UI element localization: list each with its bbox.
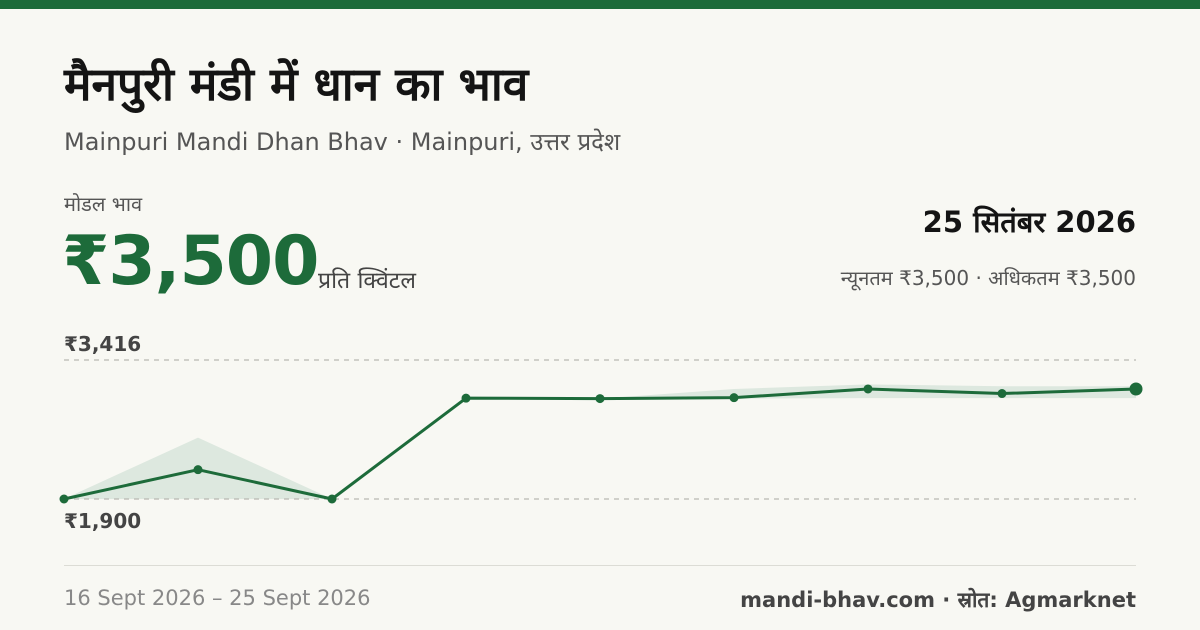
price-band-layer: [64, 384, 1136, 499]
modal-price-label: मोडल भाव: [64, 192, 143, 216]
reference-lines-layer: ₹3,416 ₹1,900: [64, 332, 1136, 533]
price-point: [595, 394, 605, 404]
price-chart: ₹3,416 ₹1,900: [59, 332, 1143, 533]
price-point: [461, 393, 471, 403]
min-max-band: [64, 384, 1136, 499]
footer-divider: [64, 565, 1136, 566]
reference-line-label: ₹3,416: [64, 332, 141, 356]
price-range: न्यूनतम ₹3,500 · अधिकतम ₹3,500: [841, 264, 1136, 291]
price-unit: प्रति क्विंटल: [318, 268, 416, 294]
price-point: [327, 494, 337, 504]
price-point: [193, 465, 203, 475]
date-range: 16 Sept 2026 – 25 Sept 2026: [64, 586, 371, 610]
price-point: [59, 494, 69, 504]
price-point: [1129, 382, 1143, 396]
min-price: न्यूनतम ₹3,500: [840, 266, 970, 290]
price-point: [863, 384, 873, 394]
top-accent-bar: [0, 0, 1200, 9]
reference-line-label: ₹1,900: [64, 509, 141, 533]
modal-price-value: ₹3,500: [62, 222, 319, 301]
page-title: मैनपुरी मंडी में धान का भाव: [64, 57, 529, 111]
price-point: [729, 393, 739, 403]
price-point: [997, 389, 1007, 399]
price-date: 25 सितंबर 2026: [922, 205, 1136, 239]
source-credit: mandi-bhav.com · स्रोत: Agmarknet: [740, 588, 1136, 612]
max-price: अधिकतम ₹3,500: [988, 266, 1136, 290]
page-subtitle: Mainpuri Mandi Dhan Bhav · Mainpuri, उत्…: [64, 128, 621, 156]
range-separator: ·: [969, 266, 989, 290]
price-points-layer: [59, 382, 1143, 504]
